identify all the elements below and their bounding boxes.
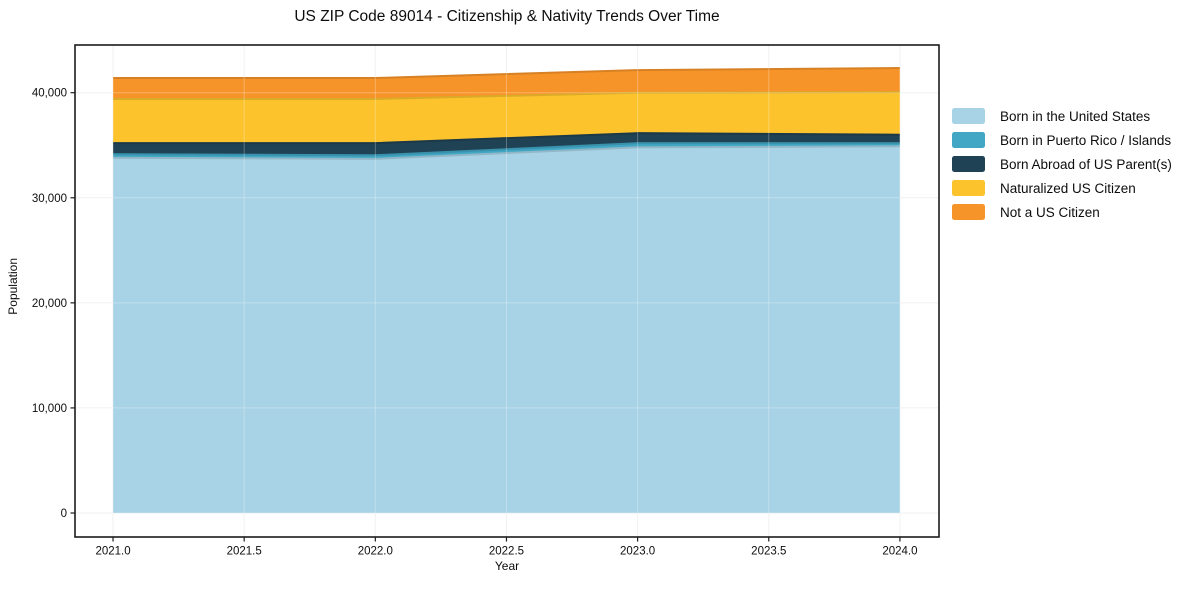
legend-item: Born Abroad of US Parent(s) <box>952 152 1172 176</box>
legend-swatch-icon <box>952 156 985 172</box>
edge-series-0 <box>113 145 900 160</box>
y-tick-label: 10,000 <box>32 403 67 415</box>
x-axis-label: Year <box>494 559 520 573</box>
stacked-areas <box>113 67 900 514</box>
area-series-3 <box>113 92 900 144</box>
legend-item: Born in the United States <box>952 104 1172 128</box>
legend-label: Born in the United States <box>1000 108 1151 124</box>
edge-series-1 <box>113 142 900 157</box>
x-tick-label: 2024.0 <box>882 546 917 558</box>
legend-swatch-icon <box>952 204 985 220</box>
chart-title: US ZIP Code 89014 - Citizenship & Nativi… <box>294 8 720 25</box>
y-tick-label: 40,000 <box>32 88 67 100</box>
x-tick-label: 2021.0 <box>95 546 130 558</box>
legend-swatch-icon <box>952 108 985 124</box>
legend-label: Not a US Citizen <box>1000 204 1100 220</box>
area-series-4 <box>113 68 900 100</box>
y-tick-label: 0 <box>61 508 67 520</box>
x-tick-label: 2022.0 <box>358 546 393 558</box>
area-series-1 <box>113 143 900 159</box>
x-tick-label: 2021.5 <box>227 546 262 558</box>
area-series-0 <box>113 146 900 514</box>
legend: Born in the United States Born in Puerto … <box>952 104 1172 224</box>
edge-series-2 <box>113 132 900 145</box>
area-series-2 <box>113 133 900 156</box>
x-tick-label: 2023.0 <box>620 546 655 558</box>
axis-ticks: 2021.0 2021.5 2022.0 2022.5 2023.0 2023.5 2024… <box>32 88 918 558</box>
legend-item: Naturalized US Citizen <box>952 176 1172 200</box>
legend-item: Born in Puerto Rico / Islands <box>952 128 1172 152</box>
legend-label: Born Abroad of US Parent(s) <box>1000 156 1172 172</box>
x-tick-label: 2023.5 <box>751 546 786 558</box>
gridlines-over <box>75 45 939 537</box>
x-tick-label: 2022.5 <box>489 546 524 558</box>
legend-label: Naturalized US Citizen <box>1000 180 1136 196</box>
y-tick-label: 20,000 <box>32 298 67 310</box>
legend-swatch-icon <box>952 180 985 196</box>
legend-label: Born in Puerto Rico / Islands <box>1000 132 1172 148</box>
y-tick-label: 30,000 <box>32 193 67 205</box>
legend-item: Not a US Citizen <box>952 200 1172 224</box>
edge-series-3 <box>113 91 900 101</box>
edge-series-4 <box>113 67 900 79</box>
legend-swatch-icon <box>952 132 985 148</box>
